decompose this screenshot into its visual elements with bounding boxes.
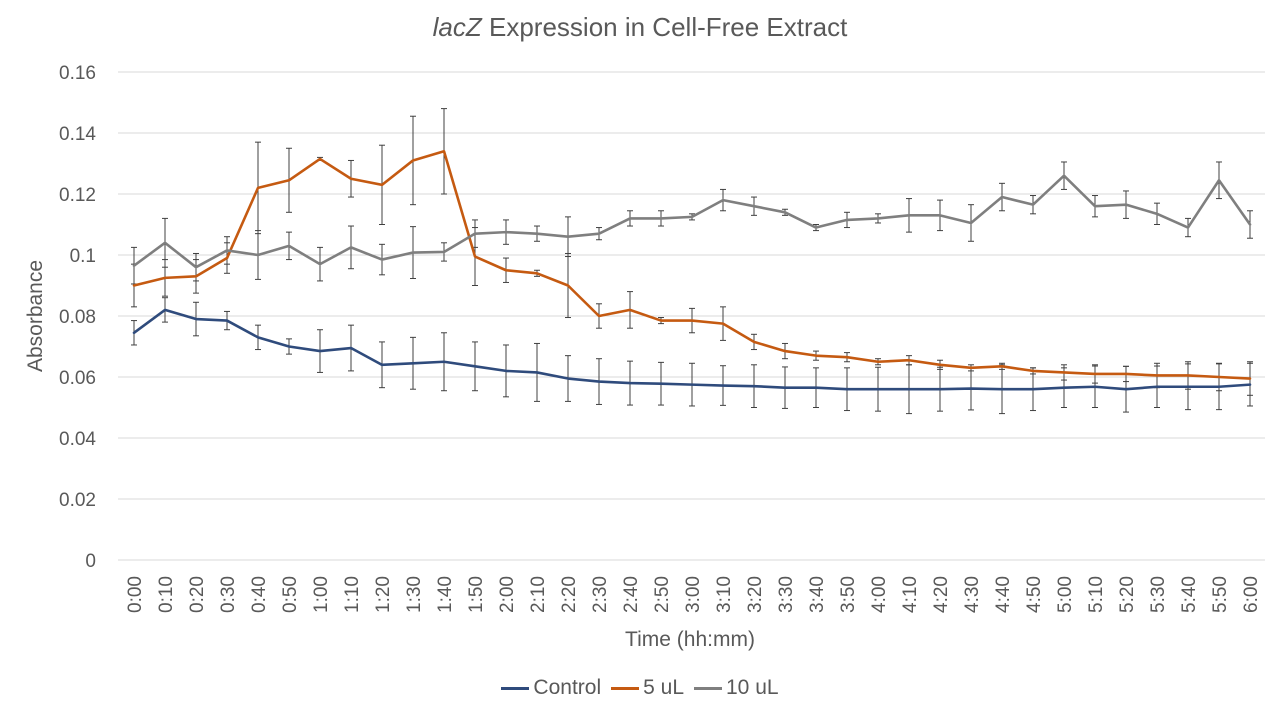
x-tick-label: 1:20 (373, 576, 394, 613)
x-tick-label: 4:30 (962, 576, 983, 613)
x-tick-label: 5:30 (1148, 576, 1169, 613)
legend-label-10ul: 10 uL (726, 676, 779, 699)
x-tick-label: 5:20 (1117, 576, 1138, 613)
series-line-10ul (132, 174, 1252, 269)
x-axis-tick-labels: 0:00 0:10 0:20 0:30 0:40 0:50 1:00 1:10 1:20 1:30… (125, 576, 1262, 613)
series-line-5ul (132, 150, 1252, 380)
x-tick-label: 0:00 (125, 576, 146, 613)
legend-swatch-5ul (611, 686, 640, 690)
x-tick-label: 2:50 (652, 576, 673, 613)
series-lines (132, 150, 1252, 391)
legend-item-control: Control (501, 676, 601, 700)
y-tick-label: 0.14 (59, 124, 96, 145)
x-tick-label: 2:20 (559, 576, 580, 613)
x-tick-label: 6:00 (1241, 576, 1262, 613)
x-tick-label: 4:50 (1024, 576, 1045, 613)
x-tick-label: 1:00 (311, 576, 332, 613)
x-tick-label: 4:10 (900, 576, 921, 613)
x-tick-label: 4:20 (931, 576, 952, 613)
x-tick-label: 3:50 (838, 576, 859, 613)
y-tick-label: 0.02 (59, 490, 96, 511)
y-axis-label: Absorbance (24, 260, 47, 372)
y-tick-label: 0.1 (70, 246, 96, 267)
legend-item-10ul: 10 uL (694, 676, 779, 700)
x-tick-label: 2:10 (528, 576, 549, 613)
chart-title: lacZ Expression in Cell-Free Extract (0, 12, 1280, 43)
legend-swatch-10ul (694, 686, 722, 690)
x-tick-label: 4:40 (993, 576, 1014, 613)
legend-label-control: Control (533, 676, 602, 699)
legend-label-5ul: 5 uL (643, 676, 684, 699)
x-tick-label: 0:50 (280, 576, 301, 613)
x-tick-label: 1:50 (466, 576, 487, 613)
x-tick-label: 3:00 (683, 576, 704, 613)
error-bars (131, 108, 1253, 415)
y-tick-label: 0.06 (59, 368, 96, 389)
legend: Control 5 uL 10 uL (0, 676, 1280, 700)
x-tick-label: 3:10 (714, 576, 735, 613)
x-tick-label: 1:30 (404, 576, 425, 613)
x-tick-label: 5:50 (1210, 576, 1231, 613)
x-tick-label: 2:40 (621, 576, 642, 613)
x-tick-label: 0:10 (156, 576, 177, 613)
x-tick-label: 0:30 (218, 576, 239, 613)
x-tick-label: 3:40 (807, 576, 828, 613)
x-tick-label: 3:30 (776, 576, 797, 613)
y-tick-label: 0 (85, 551, 96, 572)
x-tick-label: 5:10 (1086, 576, 1107, 613)
y-axis-tick-labels: 0 0.02 0.04 0.06 0.08 0.1 0.12 0.14 0.16 (59, 63, 96, 572)
x-tick-label: 1:10 (342, 576, 363, 613)
x-tick-label: 0:20 (187, 576, 208, 613)
chart-title-italic: lacZ (432, 12, 482, 42)
legend-item-5ul: 5 uL (611, 676, 684, 700)
y-tick-label: 0.04 (59, 429, 96, 450)
x-tick-label: 3:20 (745, 576, 766, 613)
legend-swatch-control (501, 686, 530, 690)
chart-title-rest: Expression in Cell-Free Extract (481, 12, 848, 42)
y-tick-label: 0.16 (59, 63, 96, 84)
x-tick-label: 1:40 (435, 576, 456, 613)
x-tick-label: 2:00 (497, 576, 518, 613)
x-tick-label: 0:40 (249, 576, 270, 613)
y-tick-label: 0.08 (59, 307, 96, 328)
x-tick-label: 4:00 (869, 576, 890, 613)
series-line-control (132, 308, 1252, 391)
y-tick-label: 0.12 (59, 185, 96, 206)
x-tick-label: 5:00 (1055, 576, 1076, 613)
x-axis-label: Time (hh:mm) (625, 628, 755, 651)
x-tick-label: 2:30 (590, 576, 611, 613)
x-tick-label: 5:40 (1179, 576, 1200, 613)
